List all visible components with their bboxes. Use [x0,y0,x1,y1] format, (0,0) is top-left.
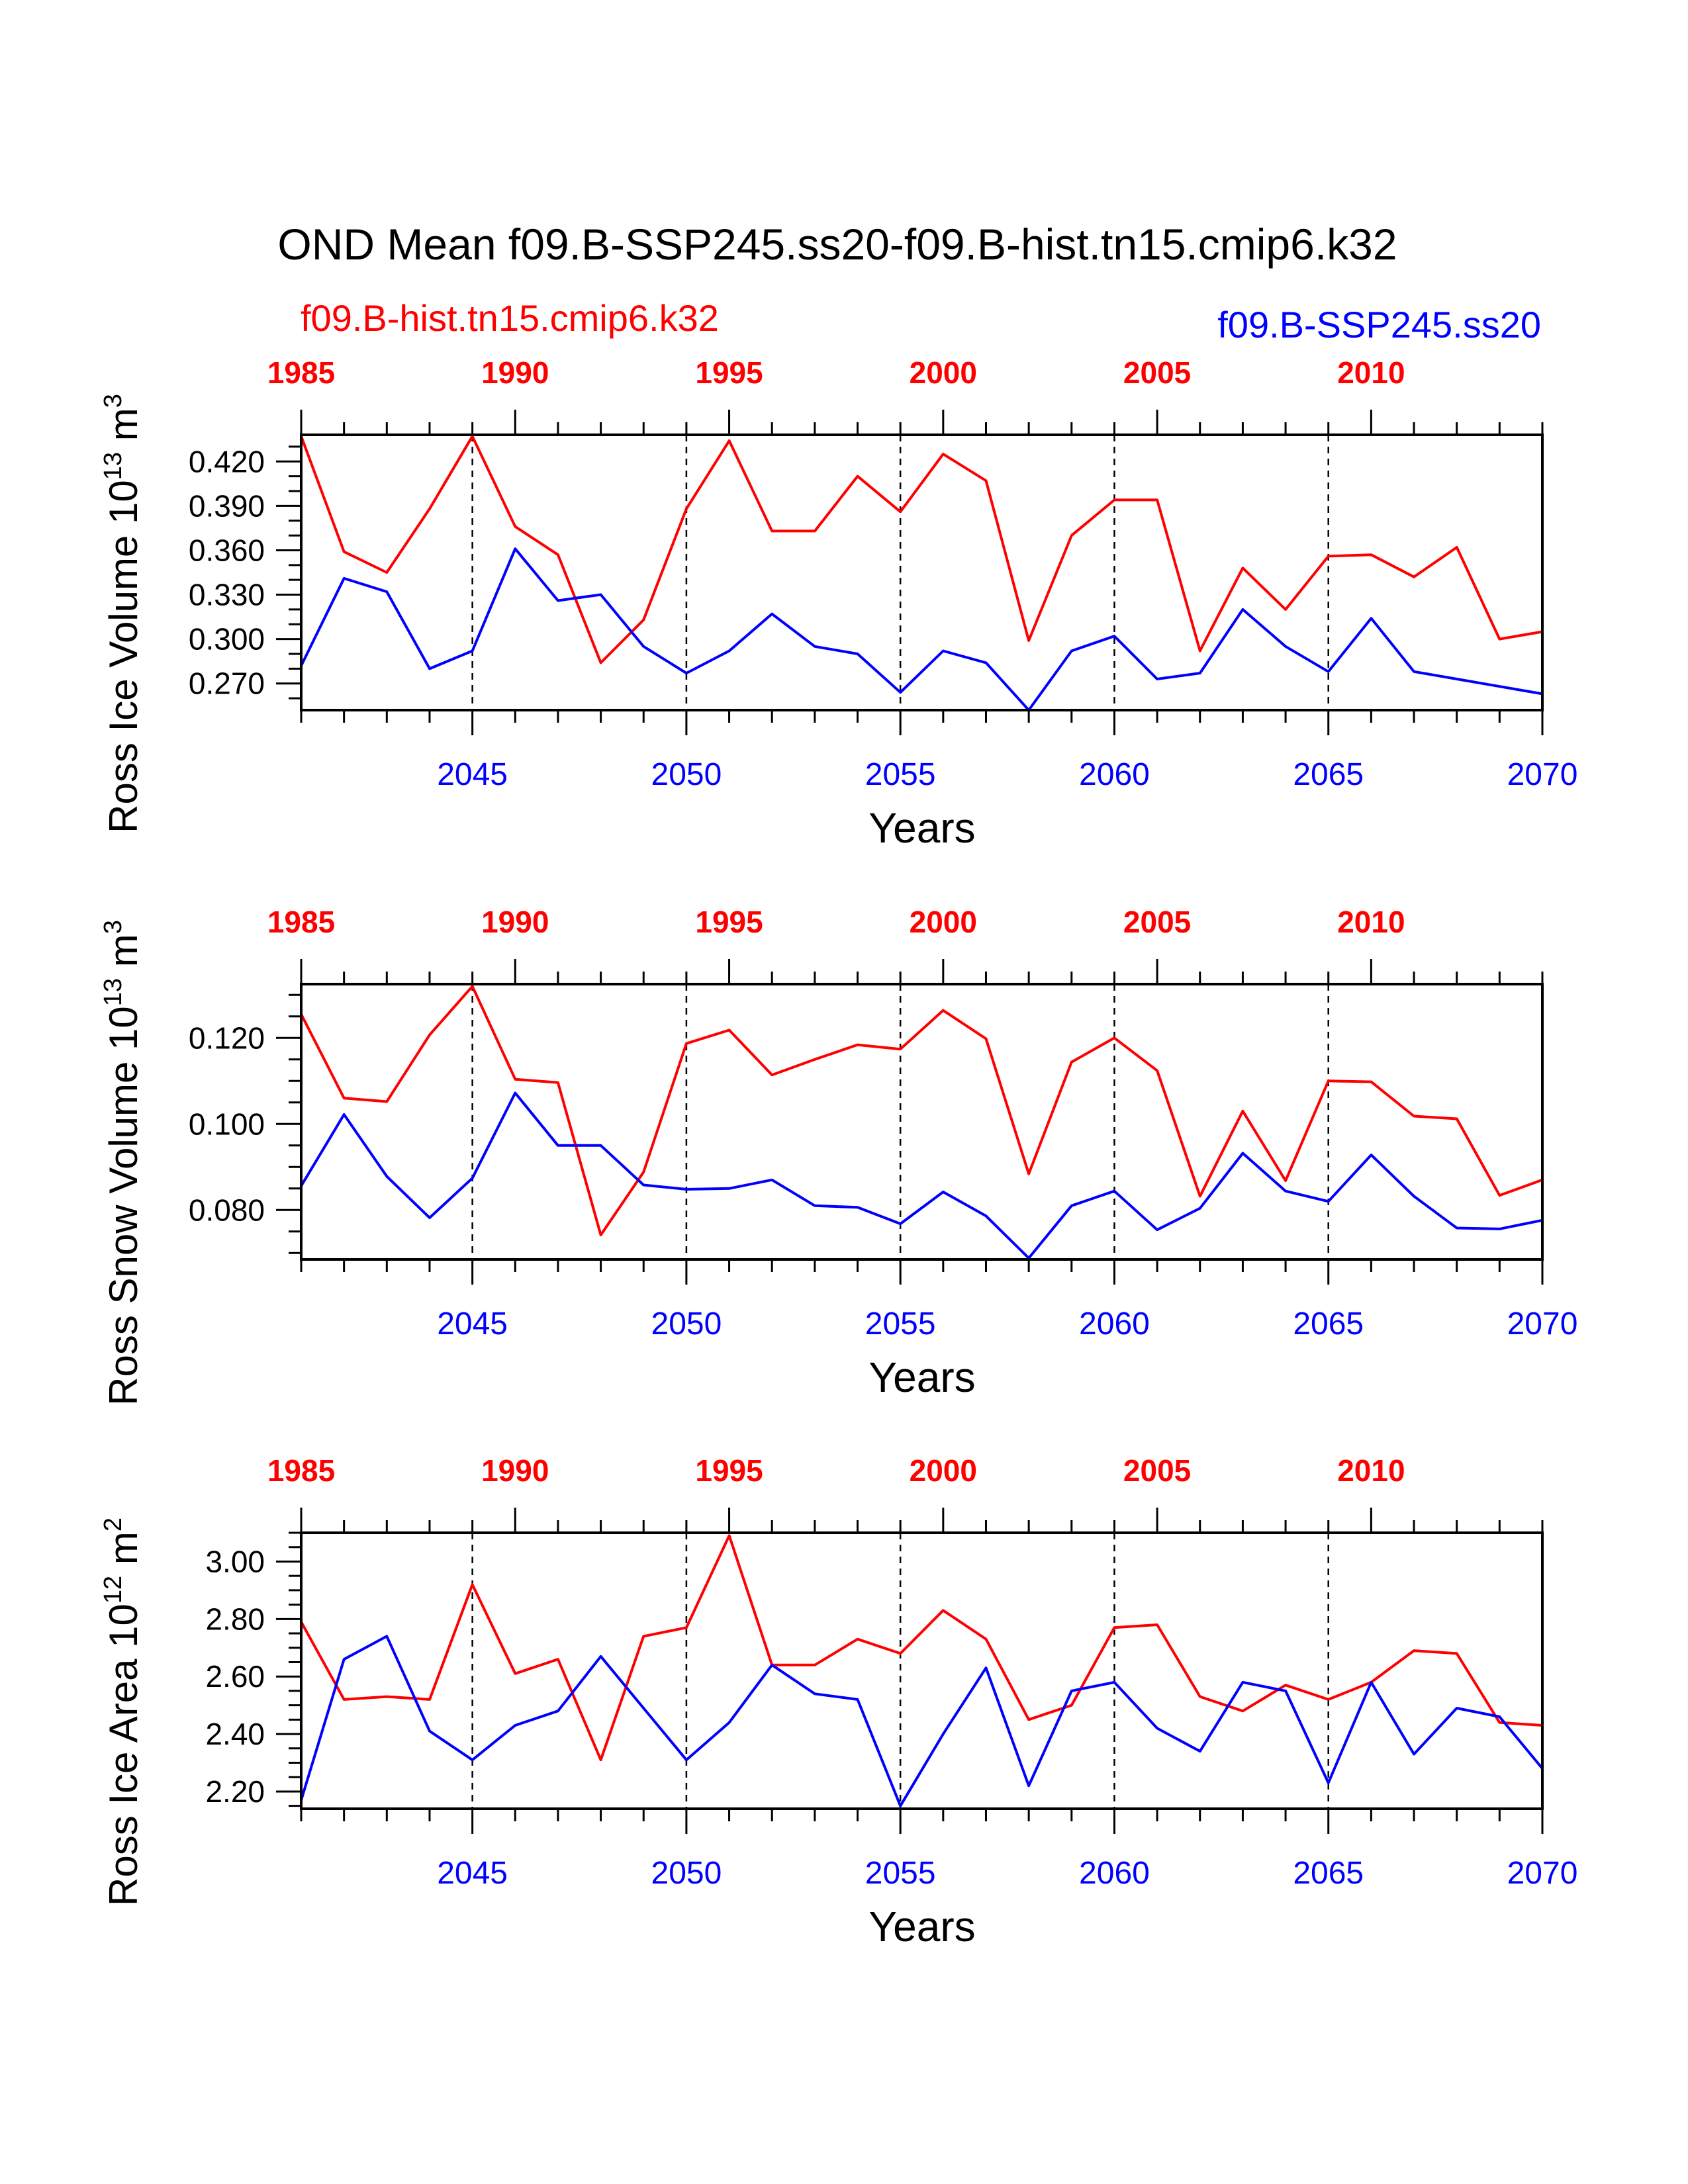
x-axis-label: Years [868,1903,975,1950]
bottom-tick-label: 2070 [1507,757,1578,792]
panels-group: 2045 2050 2055 2060 2065 2070 1985 1990 1995 2000… [99,355,1577,1950]
top-tick-label: 2010 [1337,905,1405,939]
y-axis-label: Ross Snow Volume 1013 m3 [99,920,146,1406]
top-tick-label: 2010 [1337,355,1405,390]
top-tick-label: 1990 [481,1453,549,1488]
series-line-hist [300,1534,1543,1762]
top-tick-label: 2000 [910,1453,977,1488]
y-axis-label-unit-exponent: 3 [99,394,127,408]
legend-ssp-label: f09.B-SSP245.ss20 [1217,304,1541,345]
plot-frame [300,1531,1544,1810]
y-tick-label: 0.080 [189,1193,265,1227]
y-axis-label-unit: m [101,1531,146,1576]
bottom-tick-label: 2060 [1079,1856,1150,1891]
y-axis-label-unit-exponent: 3 [99,920,127,934]
y-tick-label: 0.300 [189,622,265,657]
bottom-tick-label: 2050 [651,1856,722,1891]
y-axis-label-exponent: 13 [99,978,127,1006]
y-axis-label: Ross Ice Area 1012 m2 [99,1518,146,1906]
bottom-tick-label: 2055 [865,1306,936,1342]
y-tick-label: 3.00 [205,1544,265,1578]
y-tick-label: 0.270 [189,666,265,701]
bottom-tick-label: 2070 [1507,1856,1578,1891]
bottom-tick-label: 2050 [651,757,722,792]
top-tick-label: 1995 [695,1453,763,1488]
bottom-tick-label: 2050 [651,1306,722,1342]
y-tick-label: 2.80 [205,1602,265,1636]
top-tick-label: 2005 [1123,905,1191,939]
y-tick-label: 0.420 [189,444,265,478]
bottom-tick-label: 2045 [437,1306,508,1342]
bottom-tick-label: 2070 [1507,1306,1578,1342]
y-tick-label: 2.40 [205,1717,265,1751]
bottom-tick-label: 2045 [437,1856,508,1891]
y-tick-label: 2.60 [205,1659,265,1694]
y-tick-label: 0.360 [189,533,265,567]
bottom-tick-label: 2055 [865,757,936,792]
figure-title: OND Mean f09.B-SSP245.ss20-f09.B-hist.tn… [277,220,1397,269]
top-tick-label: 1990 [481,905,549,939]
y-tick-label: 0.330 [189,578,265,612]
top-tick-label: 1985 [267,905,335,939]
series-line-ssp [300,1091,1543,1259]
y-axis-label-unit: m [101,408,146,452]
x-axis-label: Years [868,1353,975,1401]
top-tick-label: 1995 [695,355,763,390]
y-axis-label-text: Ross Snow Volume 10 [101,1006,146,1406]
series-line-ssp [300,547,1543,711]
y-tick-label: 0.120 [189,1021,265,1055]
y-axis-label-text: Ross Ice Area 10 [101,1604,146,1906]
top-tick-label: 1995 [695,905,763,939]
y-axis-label-exponent: 13 [99,452,127,480]
series-line-hist [300,435,1543,664]
bottom-tick-label: 2060 [1079,757,1150,792]
top-tick-label: 1990 [481,355,549,390]
y-axis-label-text: Ross Ice Volume 10 [101,480,146,833]
top-tick-label: 2000 [910,905,977,939]
legend-hist-label: f09.B-hist.tn15.cmip6.k32 [301,297,719,339]
top-tick-label: 1985 [267,1453,335,1488]
y-axis-label: Ross Ice Volume 1013 m3 [99,394,146,833]
y-tick-label: 0.390 [189,488,265,523]
panel-2: 2045 2050 2055 2060 2065 2070 1985 1990 1995 2000… [99,905,1577,1406]
y-axis-label-unit: m [101,934,146,978]
series-line-ssp [300,1635,1544,1807]
y-axis-label-exponent: 12 [99,1576,127,1604]
top-tick-label: 2000 [910,355,977,390]
top-tick-label: 2005 [1123,355,1191,390]
top-tick-label: 1985 [267,355,335,390]
y-tick-label: 2.20 [205,1774,265,1809]
x-axis-label: Years [868,804,975,852]
y-tick-label: 0.100 [189,1107,265,1141]
top-tick-label: 2005 [1123,1453,1191,1488]
plot-frame [300,433,1544,711]
series-line-hist [300,985,1543,1236]
panel-1: 2045 2050 2055 2060 2065 2070 1985 1990 1995 2000… [99,355,1577,852]
bottom-tick-label: 2055 [865,1856,936,1891]
y-axis-label-unit-exponent: 2 [99,1518,127,1531]
top-tick-label: 2010 [1337,1453,1405,1488]
bottom-tick-label: 2045 [437,757,508,792]
bottom-tick-label: 2065 [1293,1306,1364,1342]
bottom-tick-label: 2060 [1079,1306,1150,1342]
panel-3: 2045 2050 2055 2060 2065 2070 1985 1990 1995 2000… [99,1453,1577,1950]
bottom-tick-label: 2065 [1293,1856,1364,1891]
plot-frame [300,983,1544,1261]
bottom-tick-label: 2065 [1293,757,1364,792]
